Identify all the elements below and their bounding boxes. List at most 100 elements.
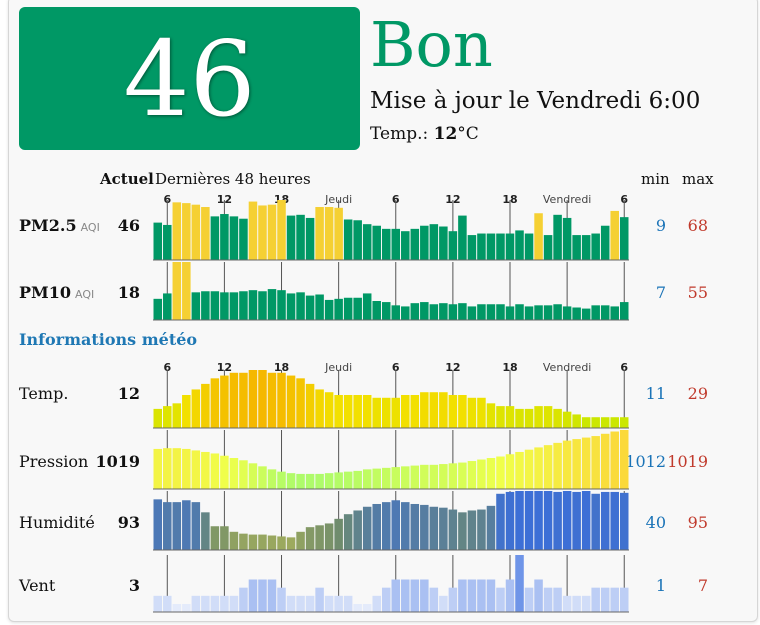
bar-2-41 bbox=[543, 406, 553, 428]
bar-1-48 bbox=[610, 306, 619, 320]
bar-3-21 bbox=[353, 470, 362, 489]
bar-5-19 bbox=[334, 595, 343, 612]
axis-top-tick-7: Vendredi bbox=[543, 193, 591, 206]
bar-1-10 bbox=[248, 290, 258, 320]
humidity-max: 95 bbox=[687, 513, 708, 532]
bar-4-46 bbox=[591, 493, 600, 550]
update-time: Mise à jour le Vendredi 6:00 bbox=[370, 88, 701, 114]
bar-4-23 bbox=[372, 503, 381, 550]
temperature-label: Temp.: bbox=[370, 124, 429, 144]
aqi-level: Bon bbox=[370, 8, 493, 81]
bar-5-39 bbox=[524, 587, 534, 612]
bar-0-45 bbox=[581, 235, 591, 260]
bar-3-27 bbox=[410, 465, 420, 489]
bar-3-14 bbox=[286, 473, 296, 489]
pm25-max: 68 bbox=[687, 216, 708, 235]
bar-0-27 bbox=[410, 228, 420, 260]
bar-5-17 bbox=[315, 587, 324, 612]
bar-3-9 bbox=[239, 460, 248, 489]
bar-0-8 bbox=[229, 216, 239, 260]
bar-5-32 bbox=[458, 579, 467, 612]
bar-5-34 bbox=[477, 579, 486, 612]
bar-4-29 bbox=[429, 506, 439, 550]
bar-4-33 bbox=[467, 510, 477, 550]
bar-5-21 bbox=[353, 604, 362, 612]
bar-3-4 bbox=[191, 450, 201, 489]
bar-5-30 bbox=[439, 595, 448, 612]
bar-5-41 bbox=[543, 587, 553, 612]
bar-3-37 bbox=[505, 454, 515, 489]
bar-2-25 bbox=[391, 397, 401, 428]
bar-0-28 bbox=[420, 225, 429, 260]
current-temperature: Temp.: 12°C bbox=[370, 124, 479, 144]
bar-5-36 bbox=[496, 587, 505, 612]
bar-5-12 bbox=[267, 579, 277, 612]
bar-5-31 bbox=[448, 587, 458, 612]
axis-top-tick-1: 12 bbox=[217, 193, 232, 206]
bar-5-11 bbox=[258, 579, 267, 612]
bar-5-26 bbox=[401, 579, 410, 612]
bar-3-49 bbox=[619, 430, 629, 489]
bar-0-34 bbox=[477, 233, 486, 260]
weather-section-title: Informations météo bbox=[19, 330, 198, 349]
bar-2-4 bbox=[191, 389, 201, 428]
bar-2-7 bbox=[220, 375, 229, 428]
bar-3-2 bbox=[172, 448, 182, 489]
bar-1-21 bbox=[353, 297, 362, 320]
axis-top-tick-0: 6 bbox=[163, 193, 171, 206]
bar-3-44 bbox=[572, 439, 581, 489]
bar-3-16 bbox=[305, 473, 315, 489]
bar-2-11 bbox=[258, 370, 267, 428]
axis-top-tick-5: 12 bbox=[445, 193, 460, 206]
wind-min: 1 bbox=[655, 576, 666, 595]
bar-5-45 bbox=[581, 595, 591, 612]
bar-0-41 bbox=[543, 235, 553, 260]
bar-0-13 bbox=[277, 200, 286, 260]
row-label-pressure: Pression bbox=[19, 452, 89, 471]
bar-1-1 bbox=[163, 293, 172, 320]
bar-0-7 bbox=[220, 214, 229, 260]
bar-0-22 bbox=[362, 224, 372, 260]
bar-5-43 bbox=[562, 595, 572, 612]
bar-4-43 bbox=[562, 491, 572, 550]
bar-4-44 bbox=[572, 491, 581, 550]
bar-2-0 bbox=[153, 408, 163, 428]
pm25-current: 46 bbox=[117, 216, 140, 235]
axis-top-tick-4: 6 bbox=[392, 193, 400, 206]
bar-1-22 bbox=[362, 293, 372, 320]
axis-weather-tick-7: Vendredi bbox=[543, 361, 591, 374]
bar-2-20 bbox=[343, 395, 353, 428]
bar-2-18 bbox=[324, 392, 334, 428]
axis-top-tick-3: Jeudi bbox=[324, 193, 352, 206]
bar-5-33 bbox=[467, 579, 477, 612]
humidity-current: 93 bbox=[117, 513, 140, 532]
bar-1-8 bbox=[229, 292, 239, 320]
bar-0-36 bbox=[496, 233, 505, 260]
bar-1-28 bbox=[420, 302, 429, 320]
bar-4-41 bbox=[543, 491, 553, 550]
bar-5-2 bbox=[172, 604, 182, 612]
bar-0-4 bbox=[191, 204, 201, 260]
bar-2-26 bbox=[401, 395, 410, 428]
bar-1-42 bbox=[553, 304, 562, 320]
bar-1-43 bbox=[562, 306, 572, 320]
axis-weather-tick-8: 6 bbox=[620, 361, 628, 374]
bar-0-20 bbox=[343, 219, 353, 260]
axis-weather-tick-1: 12 bbox=[217, 361, 232, 374]
bar-5-18 bbox=[324, 595, 334, 612]
bar-5-38 bbox=[515, 555, 524, 612]
bar-4-48 bbox=[610, 491, 619, 550]
bar-5-49 bbox=[619, 587, 629, 612]
bar-3-19 bbox=[334, 472, 343, 489]
bar-4-38 bbox=[515, 491, 524, 550]
bar-0-29 bbox=[429, 224, 439, 260]
bar-3-36 bbox=[496, 456, 505, 489]
bar-1-38 bbox=[515, 304, 524, 320]
bar-1-44 bbox=[572, 307, 581, 320]
bar-0-43 bbox=[562, 217, 572, 260]
bar-1-36 bbox=[496, 304, 505, 320]
bar-4-1 bbox=[163, 502, 172, 550]
bar-0-14 bbox=[286, 215, 296, 260]
bar-3-18 bbox=[324, 473, 334, 489]
bar-5-46 bbox=[591, 587, 600, 612]
